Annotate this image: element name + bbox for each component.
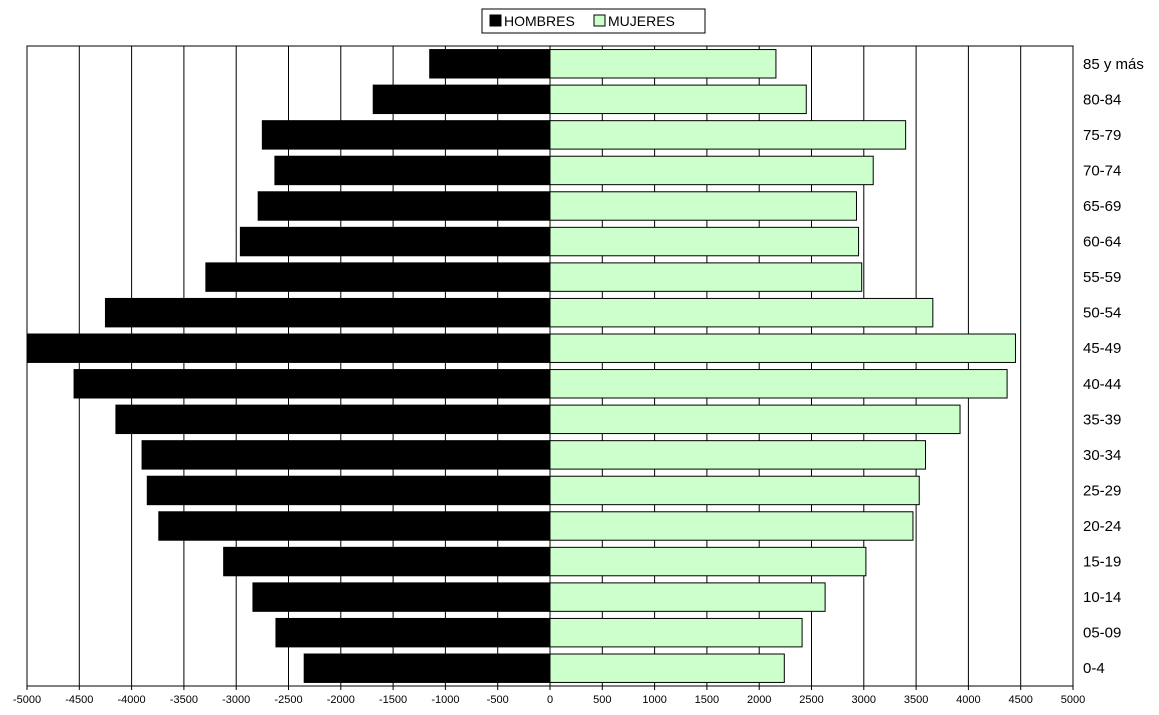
bar-hombres-40-44 [73, 369, 551, 399]
x-tick-label: 1000 [642, 694, 666, 706]
x-tick-label: 500 [593, 694, 611, 706]
category-label: 15-19 [1083, 554, 1121, 571]
category-label: 05-09 [1083, 625, 1121, 642]
bar-hombres-15-19 [223, 546, 551, 577]
category-label: 10-14 [1083, 589, 1121, 606]
category-label: 80-84 [1083, 91, 1121, 108]
x-tick-label: 1500 [695, 694, 719, 706]
legend-swatch-hombres [489, 14, 502, 27]
x-axis-ticks: -5000 -4500 -4000 -3500 -3000 -2500 -2000 -1500… [13, 686, 1085, 706]
category-label: 65-69 [1083, 198, 1121, 215]
category-label: 0-4 [1083, 660, 1105, 677]
category-label: 35-39 [1083, 411, 1121, 428]
category-label: 30-34 [1083, 447, 1121, 464]
x-tick-label: -5000 [13, 694, 41, 706]
bar-hombres-20-24 [158, 511, 551, 541]
x-tick-label: 3500 [904, 694, 928, 706]
category-label: 70-74 [1083, 162, 1121, 179]
x-tick-label: -2000 [327, 694, 355, 706]
bar-mujeres-60-64 [549, 226, 860, 257]
bar-hombres-60-64 [239, 226, 551, 257]
x-tick-label: -4500 [65, 694, 93, 706]
x-tick-label: -500 [487, 694, 509, 706]
x-tick-label: 2500 [799, 694, 823, 706]
bar-hombres-65-69 [257, 191, 551, 221]
category-label: 75-79 [1083, 127, 1121, 144]
bar-mujeres-30-34 [549, 440, 927, 470]
category-label: 45-49 [1083, 340, 1121, 357]
gridlines [78, 46, 1022, 686]
bar-mujeres-50-54 [549, 297, 934, 328]
category-label: 60-64 [1083, 234, 1121, 251]
x-tick-label: 4000 [956, 694, 980, 706]
bar-hombres-0-4 [303, 653, 551, 683]
bar-mujeres-40-44 [549, 369, 1008, 399]
legend: HOMBRES MUJERES [481, 8, 706, 34]
x-tick-label: 4500 [1008, 694, 1032, 706]
bar-mujeres-10-14 [549, 582, 826, 612]
bar-hombres-30-34 [141, 440, 551, 470]
bar-hombres-05-09 [275, 617, 551, 648]
bar-mujeres-25-29 [549, 475, 920, 506]
category-labels: 0-4 05-09 10-14 15-19 20-24 25-29 30-34 35-39 40… [1083, 56, 1144, 677]
bar-hombres-35-39 [115, 404, 551, 435]
x-tick-label: 2000 [747, 694, 771, 706]
bar-hombres-85-y-más [429, 49, 551, 79]
x-tick-label: 3000 [852, 694, 876, 706]
bar-mujeres-20-24 [549, 511, 914, 541]
legend-label-mujeres: MUJERES [608, 13, 675, 29]
bar-mujeres-35-39 [549, 404, 961, 435]
bar-mujeres-80-84 [549, 84, 807, 115]
category-label: 40-44 [1083, 376, 1121, 393]
bar-hombres-75-79 [261, 120, 551, 150]
category-label: 50-54 [1083, 305, 1121, 322]
legend-label-hombres: HOMBRES [504, 13, 575, 29]
category-label: 25-29 [1083, 482, 1121, 499]
x-tick-label: -4000 [118, 694, 146, 706]
bar-hombres-70-74 [274, 155, 551, 186]
x-tick-label: -3000 [222, 694, 250, 706]
bar-hombres-50-54 [104, 297, 551, 328]
x-tick-label: -1000 [431, 694, 459, 706]
x-tick-label: 0 [547, 694, 553, 706]
x-tick-label: -2500 [274, 694, 302, 706]
bars [26, 49, 1016, 683]
x-tick-label: -1500 [379, 694, 407, 706]
bar-mujeres-15-19 [549, 546, 867, 577]
category-label: 85 y más [1083, 56, 1144, 73]
bar-mujeres-0-4 [549, 653, 785, 683]
bar-mujeres-85-y-más [549, 49, 777, 79]
legend-swatch-mujeres [593, 14, 606, 27]
bar-hombres-80-84 [372, 84, 551, 115]
bar-mujeres-05-09 [549, 617, 803, 648]
bar-hombres-45-49 [26, 333, 551, 363]
bar-hombres-10-14 [252, 582, 551, 612]
bar-hombres-55-59 [205, 262, 551, 292]
bar-mujeres-55-59 [549, 262, 863, 292]
bar-hombres-25-29 [146, 475, 551, 506]
bar-mujeres-75-79 [549, 120, 907, 150]
category-label: 55-59 [1083, 269, 1121, 286]
bar-mujeres-65-69 [549, 191, 857, 221]
category-label: 20-24 [1083, 518, 1121, 535]
x-tick-label: 5000 [1061, 694, 1085, 706]
bar-mujeres-45-49 [549, 333, 1016, 363]
x-tick-label: -3500 [170, 694, 198, 706]
bar-mujeres-70-74 [549, 155, 874, 186]
